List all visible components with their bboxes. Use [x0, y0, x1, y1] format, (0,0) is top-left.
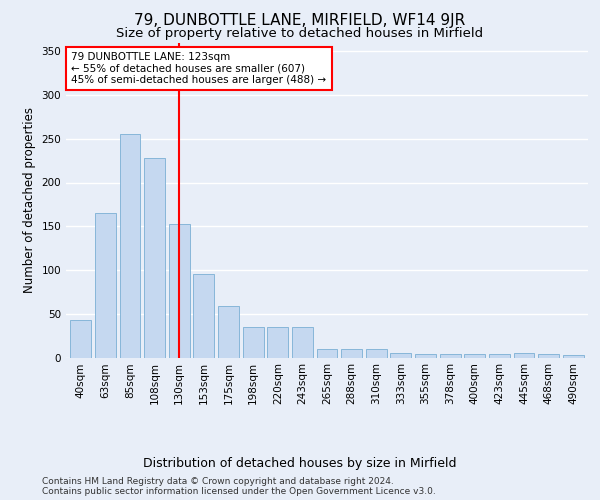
Text: 79, DUNBOTTLE LANE, MIRFIELD, WF14 9JR: 79, DUNBOTTLE LANE, MIRFIELD, WF14 9JR: [134, 12, 466, 28]
Bar: [489, 354, 510, 358]
Bar: [415, 354, 436, 358]
Bar: [317, 349, 337, 358]
Bar: [514, 353, 535, 358]
Bar: [391, 353, 412, 358]
Bar: [440, 354, 461, 358]
Bar: [538, 354, 559, 358]
Bar: [119, 134, 140, 358]
Y-axis label: Number of detached properties: Number of detached properties: [23, 107, 36, 293]
Bar: [193, 274, 214, 357]
Bar: [218, 306, 239, 358]
Text: Contains HM Land Registry data © Crown copyright and database right 2024.: Contains HM Land Registry data © Crown c…: [42, 478, 394, 486]
Bar: [366, 349, 387, 358]
Text: Size of property relative to detached houses in Mirfield: Size of property relative to detached ho…: [116, 28, 484, 40]
Bar: [563, 355, 584, 358]
Bar: [95, 213, 116, 358]
Bar: [267, 327, 288, 358]
Bar: [341, 349, 362, 358]
Bar: [242, 327, 263, 358]
Bar: [144, 158, 165, 358]
Bar: [292, 327, 313, 358]
Bar: [70, 320, 91, 358]
Text: Distribution of detached houses by size in Mirfield: Distribution of detached houses by size …: [143, 458, 457, 470]
Bar: [464, 354, 485, 358]
Text: 79 DUNBOTTLE LANE: 123sqm
← 55% of detached houses are smaller (607)
45% of semi: 79 DUNBOTTLE LANE: 123sqm ← 55% of detac…: [71, 52, 326, 85]
Bar: [169, 224, 190, 358]
Text: Contains public sector information licensed under the Open Government Licence v3: Contains public sector information licen…: [42, 488, 436, 496]
